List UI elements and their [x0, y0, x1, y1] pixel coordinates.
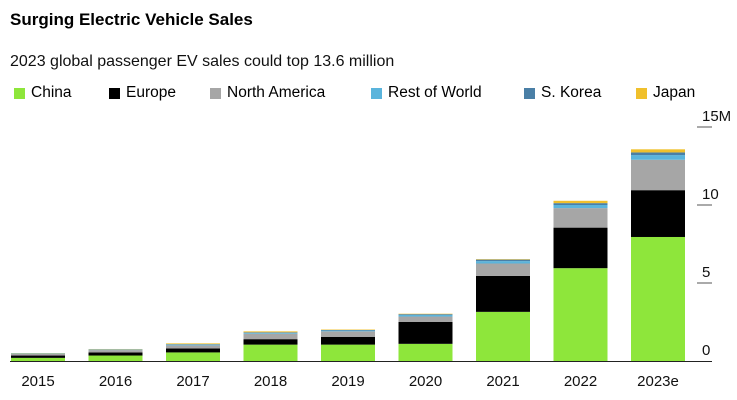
- legend-label-north-america: North America: [227, 84, 326, 101]
- bar-japan-2022: [553, 200, 608, 204]
- legend-swatch-europe: [109, 87, 120, 99]
- bar-s-korea-2023e: [631, 152, 685, 156]
- bar-japan-2017: [166, 343, 220, 345]
- bar-china-2015: [11, 357, 65, 361]
- legend-item-s-korea: S. Korea: [524, 83, 601, 103]
- bar-europe-2019: [321, 336, 375, 345]
- bar-europe-2020: [398, 322, 453, 344]
- y-tick-label: 15M: [702, 108, 731, 125]
- bar-s-korea-2020: [398, 314, 453, 315]
- bar-china-2018: [243, 344, 298, 361]
- bar-europe-2016: [88, 352, 143, 356]
- bar-north-america-2020: [398, 316, 453, 322]
- bar-north-america-2019: [321, 331, 375, 337]
- bar-north-america-2021: [476, 263, 530, 276]
- legend-swatch-rest-of-world: [371, 87, 382, 99]
- legend-item-europe: Europe: [109, 83, 176, 103]
- bar-rest-of-world-2022: [553, 205, 608, 209]
- y-tick-label: 0: [702, 342, 710, 359]
- bar-north-america-2022: [553, 208, 608, 228]
- x-tick-label-2021: 2021: [486, 373, 519, 390]
- bar-rest-of-world-2023e: [631, 155, 685, 160]
- bar-china-2021: [476, 311, 530, 361]
- bar-europe-2018: [243, 339, 298, 345]
- x-tick-label-2022: 2022: [564, 373, 597, 390]
- legend-label-europe: Europe: [126, 84, 176, 101]
- legend-item-japan: Japan: [636, 83, 695, 103]
- bar-china-2023e: [631, 236, 685, 361]
- bar-china-2016: [88, 355, 143, 361]
- x-tick-label-2020: 2020: [409, 373, 442, 390]
- bar-north-america-2023e: [631, 159, 685, 191]
- x-tick-label-2017: 2017: [176, 373, 209, 390]
- legend-label-rest-of-world: Rest of World: [388, 84, 482, 101]
- legend-item-rest-of-world: Rest of World: [371, 83, 482, 103]
- bar-north-america-2016: [88, 350, 143, 353]
- bar-rest-of-world-2017: [166, 344, 220, 346]
- bar-rest-of-world-2021: [476, 261, 530, 264]
- x-tick-label-2023e: 2023e: [637, 373, 679, 390]
- bar-europe-2015: [11, 355, 65, 358]
- bar-s-korea-2021: [476, 259, 530, 262]
- bar-rest-of-world-2019: [321, 330, 375, 332]
- bar-japan-2023e: [631, 149, 685, 153]
- x-tick-label-2018: 2018: [254, 373, 287, 390]
- bar-japan-2018: [243, 331, 298, 333]
- legend-item-north-america: North America: [210, 83, 325, 103]
- chart-subtitle: 2023 global passenger EV sales could top…: [10, 53, 395, 70]
- bar-north-america-2015: [11, 353, 65, 356]
- bar-north-america-2018: [243, 333, 298, 340]
- bar-china-2020: [398, 343, 453, 361]
- x-tick-label-2019: 2019: [331, 373, 364, 390]
- legend-label-japan: Japan: [653, 84, 696, 101]
- y-tick-label: 10: [702, 186, 719, 203]
- bar-europe-2022: [553, 227, 608, 269]
- bar-china-2019: [321, 344, 375, 361]
- y-tick-label: 5: [702, 264, 710, 281]
- chart-title: Surging Electric Vehicle Sales: [10, 10, 253, 29]
- bar-europe-2021: [476, 275, 530, 312]
- legend-swatch-japan: [636, 87, 647, 99]
- legend-label-s-korea: S. Korea: [541, 84, 602, 101]
- bar-europe-2017: [166, 348, 220, 353]
- legend-label-china: China: [31, 84, 72, 101]
- bar-rest-of-world-2018: [243, 332, 298, 334]
- bar-north-america-2017: [166, 345, 220, 349]
- bar-s-korea-2022: [553, 203, 608, 205]
- bar-europe-2023e: [631, 190, 685, 237]
- bar-rest-of-world-2020: [398, 314, 453, 317]
- legend: China Europe North America Rest of World…: [14, 83, 727, 103]
- legend-swatch-s-korea: [524, 87, 535, 99]
- legend-swatch-china: [14, 87, 25, 99]
- x-tick-label-2015: 2015: [21, 373, 54, 390]
- bar-china-2022: [553, 268, 608, 361]
- x-tick-label-2016: 2016: [99, 373, 132, 390]
- bar-s-korea-2019: [321, 329, 375, 331]
- legend-item-china: China: [14, 83, 72, 103]
- bar-s-korea-2018: [243, 332, 298, 333]
- bar-china-2017: [166, 352, 220, 361]
- legend-swatch-north-america: [210, 87, 221, 99]
